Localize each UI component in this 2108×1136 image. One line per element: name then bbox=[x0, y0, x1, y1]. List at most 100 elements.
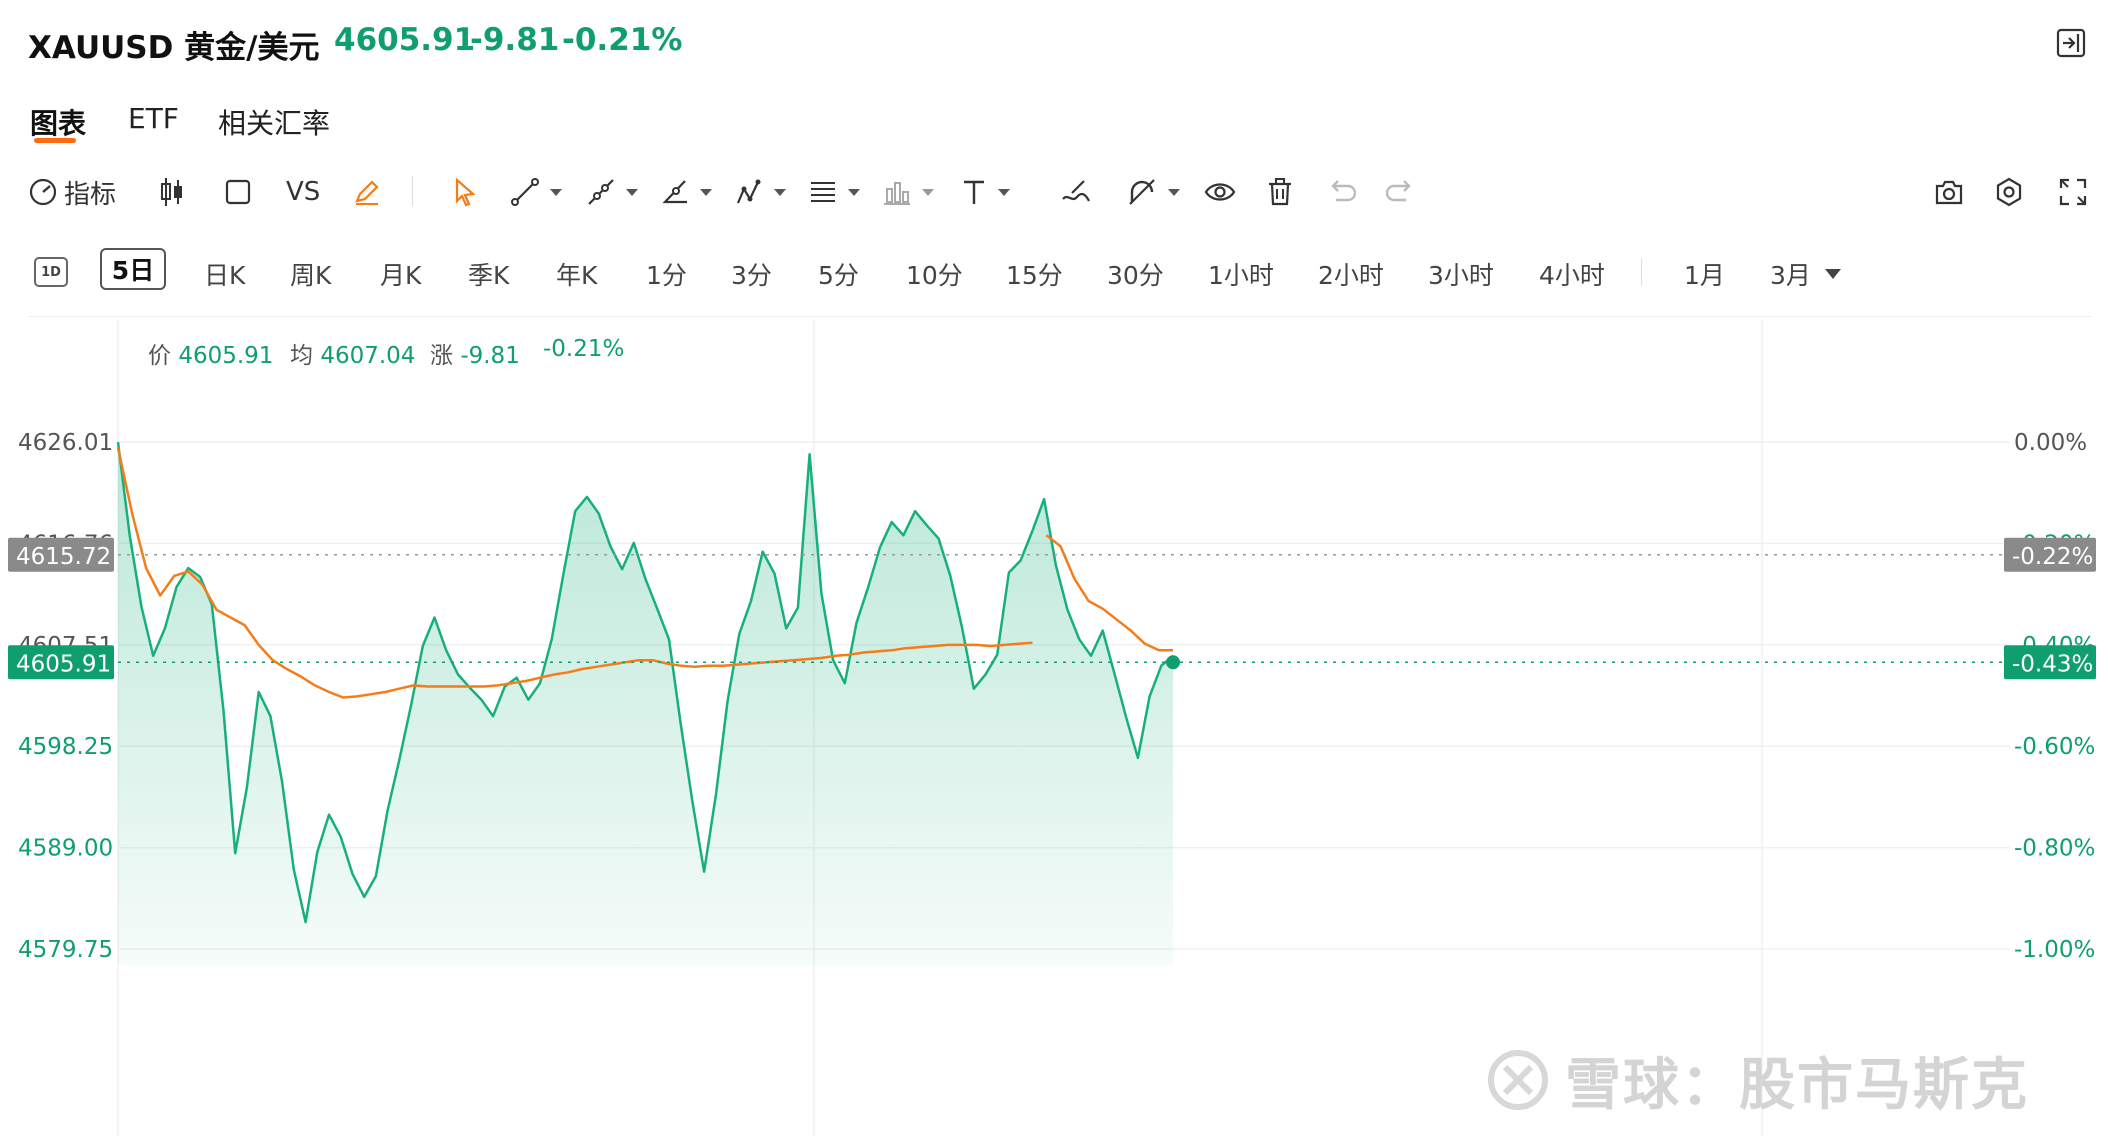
ray-tool-icon[interactable] bbox=[586, 174, 638, 210]
period-1hour[interactable]: 1小时 bbox=[1208, 261, 1274, 290]
tab-etf[interactable]: ETF bbox=[128, 102, 179, 135]
prev-close-badge-bg bbox=[8, 537, 114, 572]
watermark-text: 雪球：股市马斯克 bbox=[1565, 1052, 2029, 1118]
y-tick-left: 4589.00 bbox=[18, 836, 113, 862]
trash-icon[interactable] bbox=[1266, 174, 1294, 210]
y-tick-left: 4598.25 bbox=[18, 734, 113, 760]
period-3month-dropdown[interactable]: 3月 bbox=[1770, 256, 1841, 292]
period-5d[interactable]: 5日 bbox=[100, 248, 166, 290]
eye-icon[interactable] bbox=[1204, 174, 1236, 210]
brush-tool-icon[interactable] bbox=[1060, 174, 1092, 210]
prev-close-pct-badge-text: -0.22% bbox=[2012, 544, 2093, 570]
gauge-icon bbox=[29, 178, 57, 206]
period-1d-toggle[interactable]: 1D bbox=[34, 257, 68, 287]
undo-icon[interactable] bbox=[1326, 174, 1356, 210]
y-tick-right: -0.60% bbox=[2014, 734, 2095, 760]
prev-close-badge: 4615.72 bbox=[8, 537, 114, 572]
prev-close-pct-badge-bg bbox=[2004, 537, 2096, 572]
period-4hour[interactable]: 4小时 bbox=[1539, 261, 1605, 290]
last-price-badge-text: 4605.91 bbox=[16, 651, 111, 677]
legend-change-key: 涨 bbox=[430, 343, 453, 369]
period-5min[interactable]: 5分 bbox=[818, 261, 859, 290]
watermark: 雪球：股市马斯克 bbox=[1485, 1040, 2075, 1120]
legend-change-percent-value: -0.21% bbox=[543, 336, 625, 362]
chevron-down-icon bbox=[1824, 269, 1841, 279]
line-tool-icon[interactable] bbox=[510, 174, 562, 210]
candlestick-icon[interactable] bbox=[158, 174, 186, 210]
last-price-badge-bg bbox=[8, 645, 114, 680]
prev-close-badge-text: 4615.72 bbox=[16, 544, 111, 570]
period-yearly[interactable]: 年K bbox=[556, 261, 598, 290]
price-change: -9.81 bbox=[470, 22, 560, 58]
legend-price-value: 4605.91 bbox=[178, 343, 274, 369]
exit-icon[interactable] bbox=[2056, 28, 2086, 58]
y-tick-left: 4626.01 bbox=[18, 430, 113, 456]
average-line bbox=[116, 447, 1173, 699]
last-price-pct-badge: -0.43% bbox=[2004, 645, 2096, 680]
fullscreen-icon[interactable] bbox=[2058, 174, 2088, 210]
chart-area-layer bbox=[118, 442, 1173, 966]
period-bar-divider bbox=[28, 316, 2092, 317]
legend-average-value: 4607.04 bbox=[320, 343, 416, 369]
angle-tool-icon[interactable] bbox=[660, 174, 712, 210]
price-change-percent: -0.21% bbox=[562, 22, 683, 58]
price-area bbox=[118, 442, 1173, 966]
y-axis-left: 4626.014616.764607.514598.254589.004579.… bbox=[8, 430, 114, 963]
period-30min[interactable]: 30分 bbox=[1107, 261, 1164, 290]
redo-icon[interactable] bbox=[1386, 174, 1416, 210]
period-daily[interactable]: 日K bbox=[204, 261, 246, 290]
last-price-badge: 4605.91 bbox=[8, 645, 114, 680]
legend-change-percent: -0.21% bbox=[543, 336, 624, 362]
indicator-button[interactable]: 指标 bbox=[28, 174, 116, 210]
prev-close-pct-badge: -0.22% bbox=[2004, 537, 2096, 572]
camera-icon[interactable] bbox=[1934, 174, 1964, 210]
period-monthly[interactable]: 月K bbox=[380, 261, 422, 290]
pencil-icon[interactable] bbox=[352, 174, 382, 210]
bar-tool-icon[interactable] bbox=[882, 174, 934, 210]
period-2hour[interactable]: 2小时 bbox=[1318, 261, 1384, 290]
cursor-icon[interactable] bbox=[452, 174, 478, 210]
legend-price-key: 价 bbox=[148, 343, 171, 369]
price-chart[interactable]: 4626.014616.764607.514598.254589.004579.… bbox=[0, 320, 2108, 1136]
y-tick-right: -1.00% bbox=[2014, 937, 2095, 963]
gear-icon[interactable] bbox=[1994, 174, 2024, 210]
square-icon[interactable] bbox=[224, 174, 252, 210]
chart-lines-layer bbox=[116, 441, 1181, 924]
last-price-pct-badge-text: -0.43% bbox=[2012, 651, 2093, 677]
period-1min[interactable]: 1分 bbox=[646, 261, 687, 290]
period-divider bbox=[1641, 258, 1642, 286]
magnet-icon[interactable] bbox=[1126, 174, 1180, 210]
y-axis-right: 0.00%-0.20%-0.40%-0.60%-0.80%-1.00%-0.22… bbox=[2004, 430, 2096, 963]
pattern-tool-icon[interactable] bbox=[734, 174, 786, 210]
period-1month[interactable]: 1月 bbox=[1684, 261, 1725, 290]
vs-label: VS bbox=[286, 177, 321, 207]
y-tick-right: 0.00% bbox=[2014, 430, 2087, 456]
period-3month-label: 3月 bbox=[1770, 261, 1811, 290]
fib-tool-icon[interactable] bbox=[808, 174, 860, 210]
tab-chart[interactable]: 图表 bbox=[30, 107, 87, 140]
instrument-title: XAUUSD 黄金/美元 bbox=[28, 30, 320, 66]
legend-average: 均 4607.04 bbox=[290, 336, 415, 370]
active-tab-indicator bbox=[34, 138, 76, 143]
period-15min[interactable]: 15分 bbox=[1006, 261, 1063, 290]
indicator-label: 指标 bbox=[64, 179, 117, 210]
last-price-pct-badge-bg bbox=[2004, 645, 2096, 680]
period-3min[interactable]: 3分 bbox=[731, 261, 772, 290]
last-price: 4605.91 bbox=[334, 22, 476, 58]
period-weekly[interactable]: 周K bbox=[290, 261, 332, 290]
price-line bbox=[116, 441, 1174, 924]
y-tick-right: -0.80% bbox=[2014, 836, 2095, 862]
tab-related-rates[interactable]: 相关汇率 bbox=[218, 107, 331, 140]
vs-button[interactable]: VS bbox=[286, 174, 320, 210]
period-3hour[interactable]: 3小时 bbox=[1428, 261, 1494, 290]
text-tool-icon[interactable] bbox=[960, 174, 1010, 210]
legend-change: 涨 -9.81 bbox=[430, 336, 520, 370]
toolbar-divider bbox=[412, 176, 413, 206]
legend-change-value: -9.81 bbox=[460, 343, 520, 369]
legend-price: 价 4605.91 bbox=[148, 336, 273, 370]
y-tick-left: 4579.75 bbox=[18, 937, 113, 963]
period-quarterly[interactable]: 季K bbox=[468, 261, 510, 290]
legend-average-key: 均 bbox=[290, 343, 313, 369]
xueqiu-logo-icon bbox=[1488, 1050, 1548, 1110]
period-10min[interactable]: 10分 bbox=[906, 261, 963, 290]
